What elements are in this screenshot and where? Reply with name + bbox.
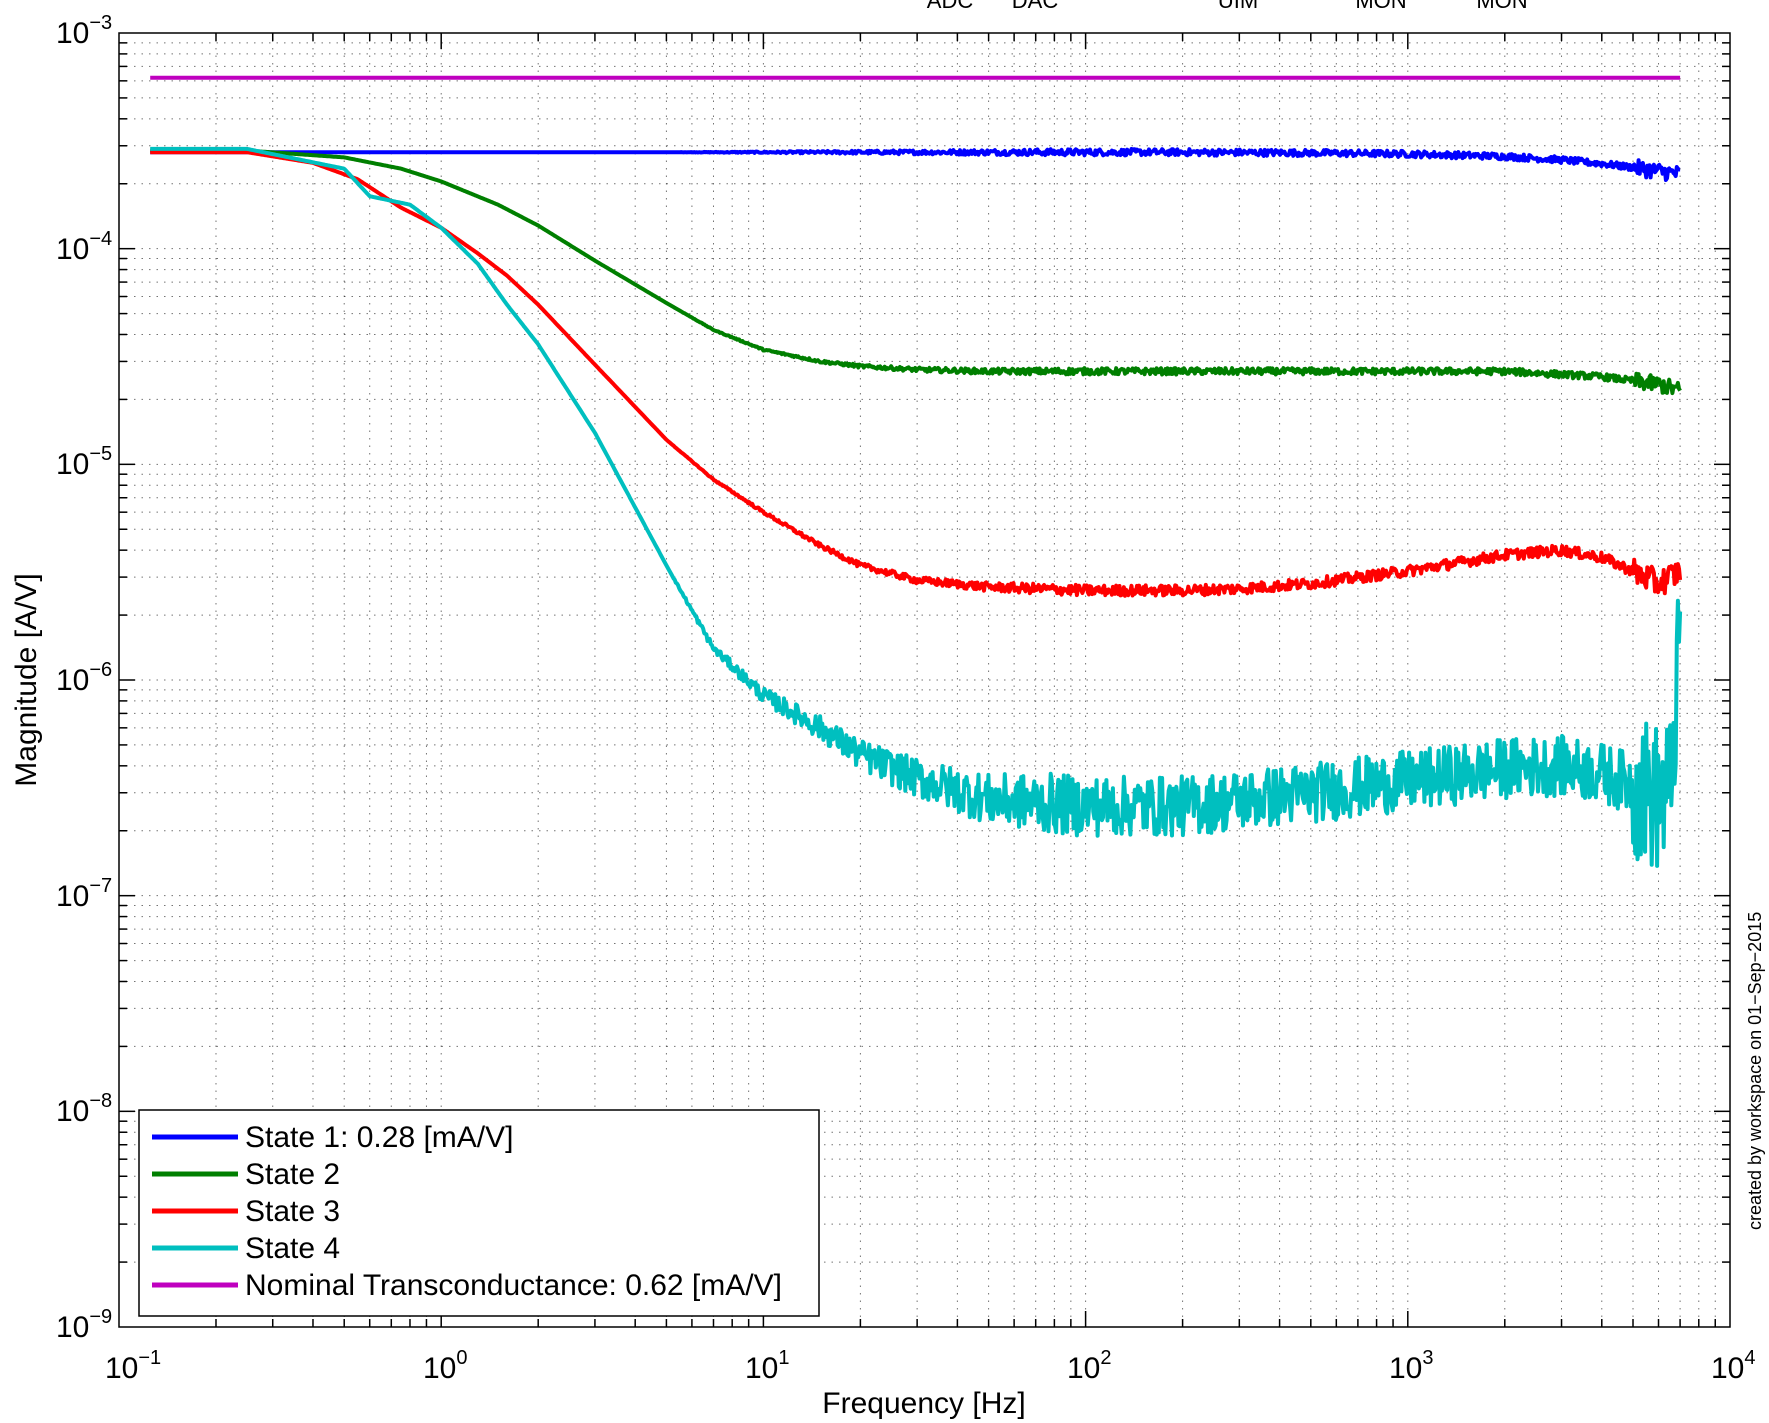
x-tick-label-0: 10−1 xyxy=(105,1347,161,1385)
x-axis-title: Frequency [Hz] xyxy=(822,1387,1025,1420)
top-label-adc: ADC xyxy=(927,0,974,13)
credit-text: created by workspace on 01−Sep−2015 xyxy=(1745,912,1765,1230)
y-tick-label-1: 10−8 xyxy=(56,1090,112,1128)
x-tick-label-1: 100 xyxy=(423,1347,468,1385)
series-state-4-line xyxy=(149,146,1683,868)
y-tick-label-5: 10−4 xyxy=(56,228,112,266)
y-tick-labels: 10−9 10−8 10−7 10−6 10−5 10−4 10−3 xyxy=(56,12,112,1344)
top-labels: ADC DAC UIM MON MON xyxy=(927,0,1528,13)
series-state-1-line xyxy=(149,147,1681,182)
top-label-dac: DAC xyxy=(1012,0,1059,13)
top-label-uim: UIM xyxy=(1218,0,1258,13)
x-tick-labels: 10−1 100 101 102 103 104 xyxy=(105,1347,1756,1385)
series-state-3-line xyxy=(149,150,1683,598)
y-tick-label-0: 10−9 xyxy=(56,1306,112,1344)
grid xyxy=(119,33,1730,1327)
legend-box xyxy=(138,1109,820,1317)
y-tick-label-3: 10−6 xyxy=(56,659,112,697)
legend-label-state-1: State 1: 0.28 [mA/V] xyxy=(245,1121,513,1154)
legend-label-nominal: Nominal Transconductance: 0.62 [mA/V] xyxy=(245,1269,782,1302)
x-tick-label-2: 101 xyxy=(745,1347,790,1385)
legend-label-state-2: State 2 xyxy=(245,1158,340,1191)
axis-ticks xyxy=(119,33,1730,1327)
series-state-2-line xyxy=(149,148,1682,396)
y-tick-label-2: 10−7 xyxy=(56,875,112,913)
y-axis-title: Magnitude [A/V] xyxy=(10,573,43,786)
top-label-mon-2: MON xyxy=(1476,0,1527,13)
y-tick-label-4: 10−5 xyxy=(56,443,112,481)
y-tick-label-6: 10−3 xyxy=(56,12,112,50)
x-tick-label-5: 104 xyxy=(1711,1347,1756,1385)
legend: State 1: 0.28 [mA/V] State 2 State 3 Sta… xyxy=(138,1109,820,1317)
x-tick-label-3: 102 xyxy=(1067,1347,1112,1385)
top-label-mon-1: MON xyxy=(1355,0,1406,13)
series-layer xyxy=(149,75,1683,868)
x-tick-label-4: 103 xyxy=(1389,1347,1434,1385)
legend-label-state-3: State 3 xyxy=(245,1195,340,1228)
legend-label-state-4: State 4 xyxy=(245,1232,340,1265)
